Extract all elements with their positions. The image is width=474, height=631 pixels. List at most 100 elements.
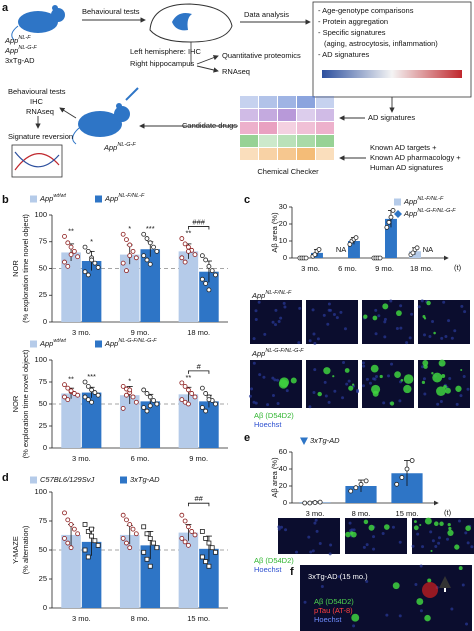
nucleus <box>254 309 258 313</box>
plaque <box>371 384 381 394</box>
data-point <box>71 526 77 532</box>
analysis-item: - Specific signatures <box>318 28 386 37</box>
data-point <box>182 259 188 265</box>
data-point <box>82 269 88 275</box>
checker-cell <box>297 96 315 108</box>
nucleus <box>314 518 318 522</box>
legend-name: App <box>39 194 53 203</box>
plaque <box>351 383 355 386</box>
y-tick-label: 25 <box>39 290 47 299</box>
nucleus <box>453 329 457 333</box>
significance: ** <box>68 375 74 384</box>
arrow <box>196 65 219 73</box>
significance: ** <box>185 373 191 382</box>
plaque <box>445 387 451 394</box>
plaque <box>350 531 354 535</box>
legend-sup: NL-F/NL-F <box>118 193 145 199</box>
plaque <box>370 364 379 373</box>
genotype-sup: NL-F <box>18 35 31 41</box>
nucleus <box>411 544 415 548</box>
nucleus <box>374 308 378 312</box>
micrograph <box>306 360 358 408</box>
significance: * <box>128 224 131 233</box>
validation: RNAseq <box>26 107 54 116</box>
bar <box>345 486 377 503</box>
y-tick-label: 50 <box>39 545 47 554</box>
nucleus <box>423 333 427 337</box>
plaque <box>379 374 383 379</box>
data-point <box>68 522 74 527</box>
y-axis-label: NOR <box>11 395 20 412</box>
nucleus <box>377 314 381 318</box>
nucleus <box>362 384 366 388</box>
data-point <box>65 517 71 523</box>
nucleus <box>327 400 331 404</box>
nucleus <box>428 335 432 339</box>
data-point <box>358 481 364 487</box>
nucleus <box>383 317 387 321</box>
data-point <box>199 405 205 410</box>
nucleus <box>308 339 312 343</box>
nucleus <box>275 378 279 382</box>
data-point <box>92 538 98 544</box>
nucleus <box>442 300 446 304</box>
data-point <box>203 536 209 541</box>
plaque <box>448 526 452 531</box>
data-point <box>68 244 74 250</box>
y-tick-label: 50 <box>39 399 47 408</box>
data-point <box>147 240 153 246</box>
significance: ** <box>185 229 191 238</box>
data-point <box>203 281 209 286</box>
checker-cell <box>259 148 277 160</box>
data-point <box>65 385 71 391</box>
nucleus <box>313 368 317 372</box>
panel-label: e <box>244 432 250 444</box>
y-tick-label: 40 <box>279 464 287 473</box>
bar <box>140 401 161 448</box>
nucleus <box>347 379 351 383</box>
legend-marker <box>95 340 102 348</box>
data-point <box>353 235 359 241</box>
nucleus <box>440 336 444 340</box>
data-point <box>388 214 394 220</box>
data-point <box>203 559 209 564</box>
genotype: AppNL-F <box>4 35 31 45</box>
checker-cell <box>316 122 334 134</box>
y-tick-label: 30 <box>279 202 287 211</box>
legend-label: C57BL6/129SvJ <box>40 475 94 484</box>
nucleus <box>316 337 320 341</box>
arrow <box>196 55 219 65</box>
data-point <box>133 531 139 537</box>
y-tick-label: 0 <box>43 317 47 326</box>
nucleus <box>262 375 266 379</box>
checker-cell <box>278 148 296 160</box>
stain-label: pTau (AT-8) <box>314 606 353 615</box>
nucleus <box>462 375 466 379</box>
legend-marker <box>30 340 37 348</box>
data-point <box>192 532 198 538</box>
nucleus <box>421 545 425 549</box>
plaque <box>413 520 417 524</box>
plaque <box>441 374 446 378</box>
data-point <box>120 536 126 541</box>
plaque <box>460 369 463 372</box>
data-point <box>199 529 205 534</box>
micrograph <box>250 300 302 344</box>
data-point <box>82 394 88 400</box>
data-point <box>144 531 150 537</box>
omics: RNAseq <box>222 67 250 76</box>
y-axis-label: Aβ area (%) <box>270 457 279 498</box>
nucleus <box>295 550 299 554</box>
genotype: AppNL-G-F <box>4 45 37 55</box>
nucleus <box>421 365 425 369</box>
nucleus <box>437 536 441 540</box>
data-point <box>71 248 77 254</box>
nucleus <box>307 535 311 539</box>
data-point <box>206 397 212 403</box>
data-point <box>124 540 129 546</box>
x-tick-label: 8 mo. <box>131 614 150 623</box>
data-point <box>85 248 91 254</box>
genotype-name: App <box>4 36 18 45</box>
x-tick-label: 3 mo. <box>72 614 91 623</box>
data-point <box>185 248 191 254</box>
